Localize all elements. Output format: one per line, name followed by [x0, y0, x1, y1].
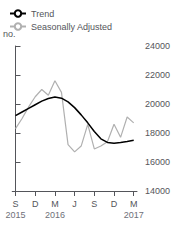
- svg-text:2017: 2017: [124, 210, 144, 220]
- svg-text:16000: 16000: [145, 157, 170, 167]
- svg-text:J: J: [72, 199, 77, 209]
- svg-text:no.: no.: [3, 29, 16, 39]
- svg-text:2016: 2016: [45, 210, 65, 220]
- svg-text:22000: 22000: [145, 70, 170, 80]
- svg-text:Trend: Trend: [31, 9, 54, 19]
- svg-text:M: M: [51, 199, 59, 209]
- svg-text:18000: 18000: [145, 128, 170, 138]
- svg-text:S: S: [12, 199, 18, 209]
- svg-text:D: D: [32, 199, 39, 209]
- svg-text:S: S: [91, 199, 97, 209]
- svg-text:20000: 20000: [145, 99, 170, 109]
- svg-text:Seasonally Adjusted: Seasonally Adjusted: [31, 22, 112, 32]
- svg-text:24000: 24000: [145, 41, 170, 51]
- svg-text:14000: 14000: [145, 186, 170, 196]
- svg-text:D: D: [111, 199, 118, 209]
- svg-text:2015: 2015: [5, 210, 25, 220]
- svg-text:M: M: [130, 199, 138, 209]
